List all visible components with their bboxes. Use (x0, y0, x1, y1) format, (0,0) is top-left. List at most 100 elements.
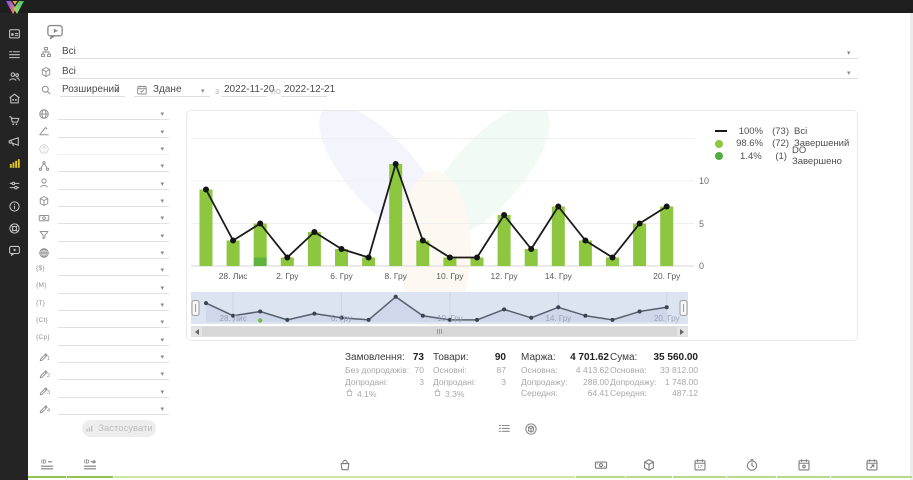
page-scrollbar[interactable] (910, 13, 913, 480)
sidebar-item-cart[interactable] (0, 112, 28, 134)
sidebar-item-dashboard[interactable] (0, 25, 28, 47)
svg-text:ID: ID (41, 460, 46, 466)
order-id-column[interactable]: ID (28, 454, 66, 478)
select-underline[interactable] (58, 361, 169, 363)
chevron-down-icon[interactable]: ▾ (160, 231, 164, 240)
select-underline[interactable] (58, 240, 169, 242)
select-underline[interactable] (58, 396, 169, 398)
chevron-down-icon[interactable]: ▾ (160, 179, 164, 188)
legend-count: (73) (772, 125, 789, 137)
clock-icon (745, 458, 759, 472)
chevron-down-icon[interactable]: ▾ (160, 318, 164, 327)
y-axis-tick-label: 0 (699, 261, 705, 271)
sidebar-item-support[interactable] (0, 220, 28, 242)
chevron-down-icon[interactable]: ▾ (160, 335, 164, 344)
sidebar-item-orders[interactable] (0, 47, 28, 69)
sidebar-item-analytics[interactable] (0, 155, 28, 177)
chevron-down-icon[interactable]: ▾ (160, 283, 164, 292)
product-filter-select[interactable]: Всі (62, 66, 76, 77)
chevron-down-icon[interactable]: ▾ (160, 404, 164, 413)
money-icon (38, 212, 50, 224)
stat-value: 73 (412, 352, 424, 363)
chevron-down-icon[interactable]: ▾ (160, 266, 164, 275)
divider (60, 96, 125, 97)
bag-icon (433, 388, 442, 399)
chevron-down-icon[interactable]: ▾ (160, 300, 164, 309)
date-from-input[interactable]: 2022-11-20 (224, 84, 275, 95)
select-underline[interactable] (58, 379, 169, 381)
chevron-down-icon[interactable]: ▾ (160, 387, 164, 396)
time-column[interactable] (727, 454, 776, 478)
main-sidebar (0, 13, 28, 480)
products-column[interactable] (114, 454, 575, 478)
select-underline[interactable] (58, 205, 169, 207)
panel-filter-row-5: ▾ (36, 175, 169, 192)
select-underline[interactable] (58, 119, 169, 121)
sidebar-item-warehouse[interactable] (0, 90, 28, 112)
select-underline[interactable] (58, 136, 169, 138)
apply-filters-button[interactable]: Застосувати (82, 420, 156, 437)
select-underline[interactable] (58, 257, 169, 259)
stat-upsell-percent: 4.1% (345, 388, 424, 400)
chevron-down-icon[interactable]: ▾ (160, 196, 164, 205)
select-underline[interactable] (58, 275, 169, 277)
date-alt-column[interactable] (777, 454, 830, 478)
scrollbar-thumb[interactable] (202, 327, 677, 336)
select-underline[interactable] (58, 413, 169, 415)
chevron-down-icon[interactable]: ▾ (160, 127, 164, 136)
video-icon (8, 244, 21, 262)
scroll-left-button[interactable] (192, 327, 202, 336)
select-underline[interactable] (58, 188, 169, 190)
chevron-down-icon[interactable]: ▾ (160, 370, 164, 379)
sidebar-item-video[interactable] (0, 242, 28, 264)
analytics-icon (8, 157, 21, 175)
select-underline[interactable] (58, 153, 169, 155)
chart-navigator[interactable]: 28. Лис 6. Гру 10. Гру 14. Гру 20. Гру (191, 292, 688, 325)
legend-item-1[interactable]: 100% (73) Всі (715, 125, 857, 138)
legend-item-3[interactable]: 1.4% (1) DO Завершено (715, 145, 857, 167)
select-underline[interactable] (58, 309, 169, 311)
search-icon (40, 84, 52, 96)
select-underline[interactable] (58, 171, 169, 173)
globe-icon (38, 108, 50, 120)
panel-filter-row-8: ▾ (36, 227, 169, 244)
external-id-column[interactable]: ID (67, 454, 113, 478)
orders-list-view-button[interactable] (497, 422, 511, 436)
panel-filter-row-13: {Ct} ▾ (36, 314, 169, 331)
select-underline[interactable] (58, 327, 169, 329)
search-mode-select[interactable]: Розширений (62, 84, 120, 95)
orders-bar-line-chart[interactable]: 28. Лис 2. Гру 6. Гру 8. Гру 10. Гру 12. Гру 1… (191, 113, 698, 291)
legend-count: (1) (775, 150, 787, 162)
svg-text:28. Лис: 28. Лис (219, 271, 249, 281)
select-underline[interactable] (58, 344, 169, 346)
products-view-button[interactable] (524, 422, 538, 436)
view-toggles (497, 422, 538, 436)
sidebar-item-settings[interactable] (0, 177, 28, 199)
group-filter-select[interactable]: Всі (62, 46, 76, 57)
chevron-down-icon[interactable]: ▾ (160, 144, 164, 153)
package-column[interactable] (626, 454, 672, 478)
legend-item-2[interactable]: 98.6% (72) Завершений (715, 138, 857, 151)
scroll-right-button[interactable] (677, 327, 687, 336)
sidebar-item-info[interactable] (0, 199, 28, 221)
video-help-button[interactable] (44, 22, 66, 41)
select-underline[interactable] (58, 223, 169, 225)
date-type-select[interactable]: Здане (153, 84, 182, 95)
panel-filter-row-4: ▾ (36, 158, 169, 175)
chevron-down-icon[interactable]: ▾ (160, 214, 164, 223)
select-underline[interactable] (58, 292, 169, 294)
chevron-down-icon[interactable]: ▾ (160, 162, 164, 171)
chevron-down-icon[interactable]: ▾ (160, 110, 164, 119)
date-export-column[interactable] (831, 454, 912, 478)
brand-logo-icon[interactable] (4, 0, 26, 15)
date-column[interactable]: 17 (673, 454, 726, 478)
navigator-scrollbar[interactable] (191, 326, 688, 337)
sidebar-item-clients[interactable] (0, 68, 28, 90)
sidebar-item-marketing[interactable] (0, 133, 28, 155)
person-icon (38, 177, 50, 189)
chevron-down-icon[interactable]: ▾ (160, 248, 164, 257)
date-to-input[interactable]: 2022-12-21 (284, 84, 336, 95)
chevron-down-icon[interactable]: ▾ (160, 352, 164, 361)
chart-legend: 100% (73) Всі 98.6% (72) Завершений 1.4% (1) DO … (715, 125, 857, 167)
payment-column[interactable] (576, 454, 625, 478)
